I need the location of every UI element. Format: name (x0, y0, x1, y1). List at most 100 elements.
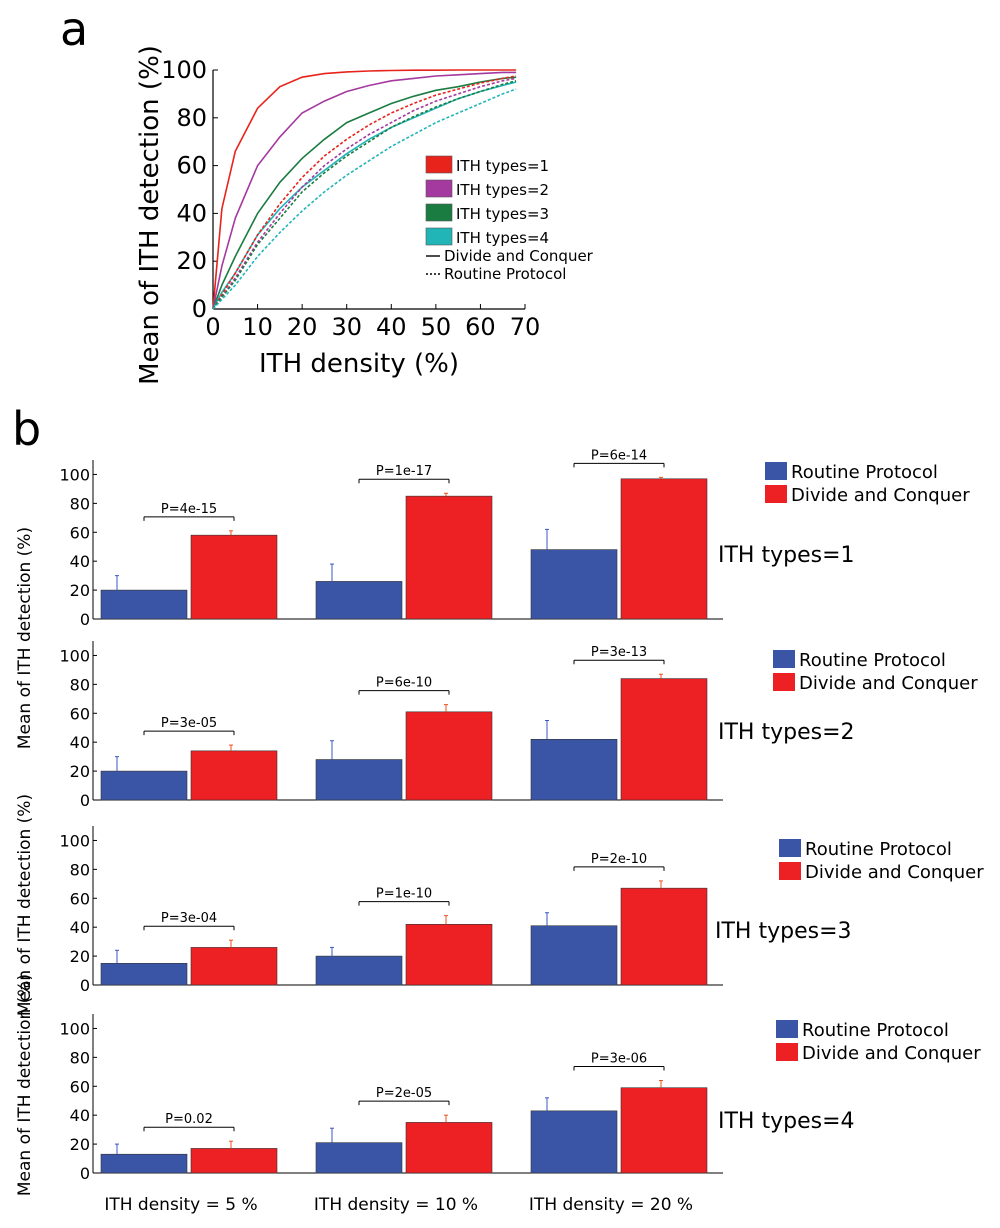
y-tick-label: 60 (70, 889, 90, 908)
line-series-divide-1 (212, 69, 517, 310)
bar-divide-and-conquer (620, 478, 708, 620)
ith-types-label: ITH types=1 (718, 543, 855, 568)
legend-swatch-divide (776, 1043, 798, 1061)
legend-label-divide: Divide and Conquer (802, 1043, 981, 1064)
p-value-label: P=6e-10 (376, 676, 432, 691)
y-tick-label-a: 80 (176, 104, 207, 132)
legend-swatch-a (425, 203, 453, 222)
legend-swatch-a (425, 179, 453, 198)
bar-routine-protocol (100, 963, 188, 986)
x-tick-label-a: 70 (510, 313, 541, 341)
p-value-label: P=2e-10 (591, 852, 647, 867)
legend-swatch-routine (779, 839, 801, 857)
bar-routine-protocol (315, 759, 403, 801)
legend-label-divide: Divide and Conquer (805, 862, 984, 883)
legend-label-a: ITH types=3 (456, 205, 549, 223)
legend-label-divide: Divide and Conquer (799, 673, 978, 694)
x-tick-label-a: 40 (376, 313, 407, 341)
bar-routine-protocol (100, 1153, 188, 1174)
bar-divide-and-conquer (190, 534, 278, 620)
legend-label-a: ITH types=4 (456, 229, 549, 247)
y-tick-label: 100 (59, 1019, 90, 1038)
y-tick-label: 60 (70, 704, 90, 723)
p-value-label: P=4e-15 (161, 502, 217, 517)
line-series-divide-3 (212, 76, 517, 310)
legend-swatch-divide (773, 673, 795, 691)
y-tick-label: 100 (59, 831, 90, 850)
y-tick-label-a: 60 (176, 152, 207, 180)
panel-label-a: a (60, 2, 88, 56)
p-value-label: P=0.02 (165, 1112, 213, 1127)
bar-divide-and-conquer (405, 711, 493, 801)
legend-label-a: ITH types=2 (456, 181, 549, 199)
panel-label-b: b (12, 402, 41, 456)
y-tick-label: 60 (70, 523, 90, 542)
bar-routine-protocol (530, 1110, 618, 1174)
x-category-label: ITH density = 10 % (314, 1195, 478, 1215)
legend-label-routine: Routine Protocol (791, 462, 938, 483)
y-tick-label: 0 (80, 976, 90, 995)
bar-divide-and-conquer (405, 495, 493, 620)
x-axis-label-a: ITH density (%) (259, 349, 459, 379)
y-tick-label-a: 40 (176, 199, 207, 227)
y-tick-label: 0 (80, 1164, 90, 1183)
line-series-routine-2 (212, 77, 517, 310)
y-tick-label: 60 (70, 1077, 90, 1096)
p-value-label: P=6e-14 (591, 448, 647, 463)
x-tick-label-a: 60 (465, 313, 496, 341)
p-value-label: P=1e-17 (376, 464, 432, 479)
x-tick-label-a: 30 (331, 313, 362, 341)
y-tick-label: 20 (70, 581, 90, 600)
y-tick-label-a: 100 (161, 56, 207, 84)
legend-label-routine: Routine Protocol (805, 839, 952, 860)
p-value-label: P=3e-06 (591, 1051, 647, 1066)
y-tick-label: 40 (70, 918, 90, 937)
x-category-label: ITH density = 20 % (529, 1195, 693, 1215)
y-tick-label: 80 (70, 860, 90, 879)
ith-types-label: ITH types=2 (718, 720, 855, 745)
legend-label-a: Divide and Conquer (444, 247, 594, 265)
bar-routine-protocol (530, 738, 618, 801)
legend-swatch-divide (779, 862, 801, 880)
y-tick-label: 0 (80, 610, 90, 629)
bar-chart-4: 0 20 40 60 80 100 P=0.02 ITH density = 5 % P=2e-… (15, 974, 981, 1215)
line-series-routine-4 (212, 88, 517, 310)
y-tick-label: 40 (70, 1106, 90, 1125)
bar-divide-and-conquer (620, 887, 708, 986)
y-axis-label: Mean of ITH detection (%) (15, 794, 35, 1016)
bar-routine-protocol (100, 589, 188, 620)
legend-label-a: Routine Protocol (444, 265, 566, 283)
bar-routine-protocol (315, 955, 403, 986)
bar-divide-and-conquer (190, 1148, 278, 1174)
legend-swatch-routine (776, 1020, 798, 1038)
legend-label-divide: Divide and Conquer (791, 485, 970, 506)
p-value-label: P=1e-10 (376, 887, 432, 902)
line-series-routine-3 (212, 80, 517, 310)
line-series-routine-1 (212, 75, 517, 310)
bar-divide-and-conquer (405, 1122, 493, 1174)
x-tick-label-a: 20 (287, 313, 318, 341)
x-tick-label-a: 0 (205, 313, 220, 341)
x-tick-label-a: 10 (242, 313, 273, 341)
bar-divide-and-conquer (190, 947, 278, 986)
legend-swatch-divide (765, 485, 787, 503)
line-chart-panel-a: 0 10 20 30 40 50 60 70 0 20 40 60 80 100 ITH density (… (135, 45, 594, 385)
bar-routine-protocol (100, 770, 188, 801)
line-series-divide-2 (212, 71, 517, 310)
bar-charts-panel-b: 0 20 40 60 80 100 P=4e-15 P=1e-17 P=6e-14 Routine… (15, 448, 984, 1215)
legend-swatch-routine (765, 462, 787, 480)
y-tick-label: 20 (70, 947, 90, 966)
x-tick-label-a: 50 (421, 313, 452, 341)
y-tick-label: 80 (70, 675, 90, 694)
bar-chart-2: 0 20 40 60 80 100 P=3e-05 P=6e-10 P=3e-13 Routine… (15, 527, 978, 810)
y-tick-label: 80 (70, 1048, 90, 1067)
bar-routine-protocol (530, 925, 618, 986)
p-value-label: P=3e-05 (161, 716, 217, 731)
y-axis-label: Mean of ITH detection (%) (15, 527, 35, 749)
y-tick-label: 100 (59, 465, 90, 484)
bar-divide-and-conquer (620, 1087, 708, 1174)
y-tick-label: 40 (70, 552, 90, 571)
legend-swatch-routine (773, 650, 795, 668)
y-tick-label-a: 20 (176, 247, 207, 275)
